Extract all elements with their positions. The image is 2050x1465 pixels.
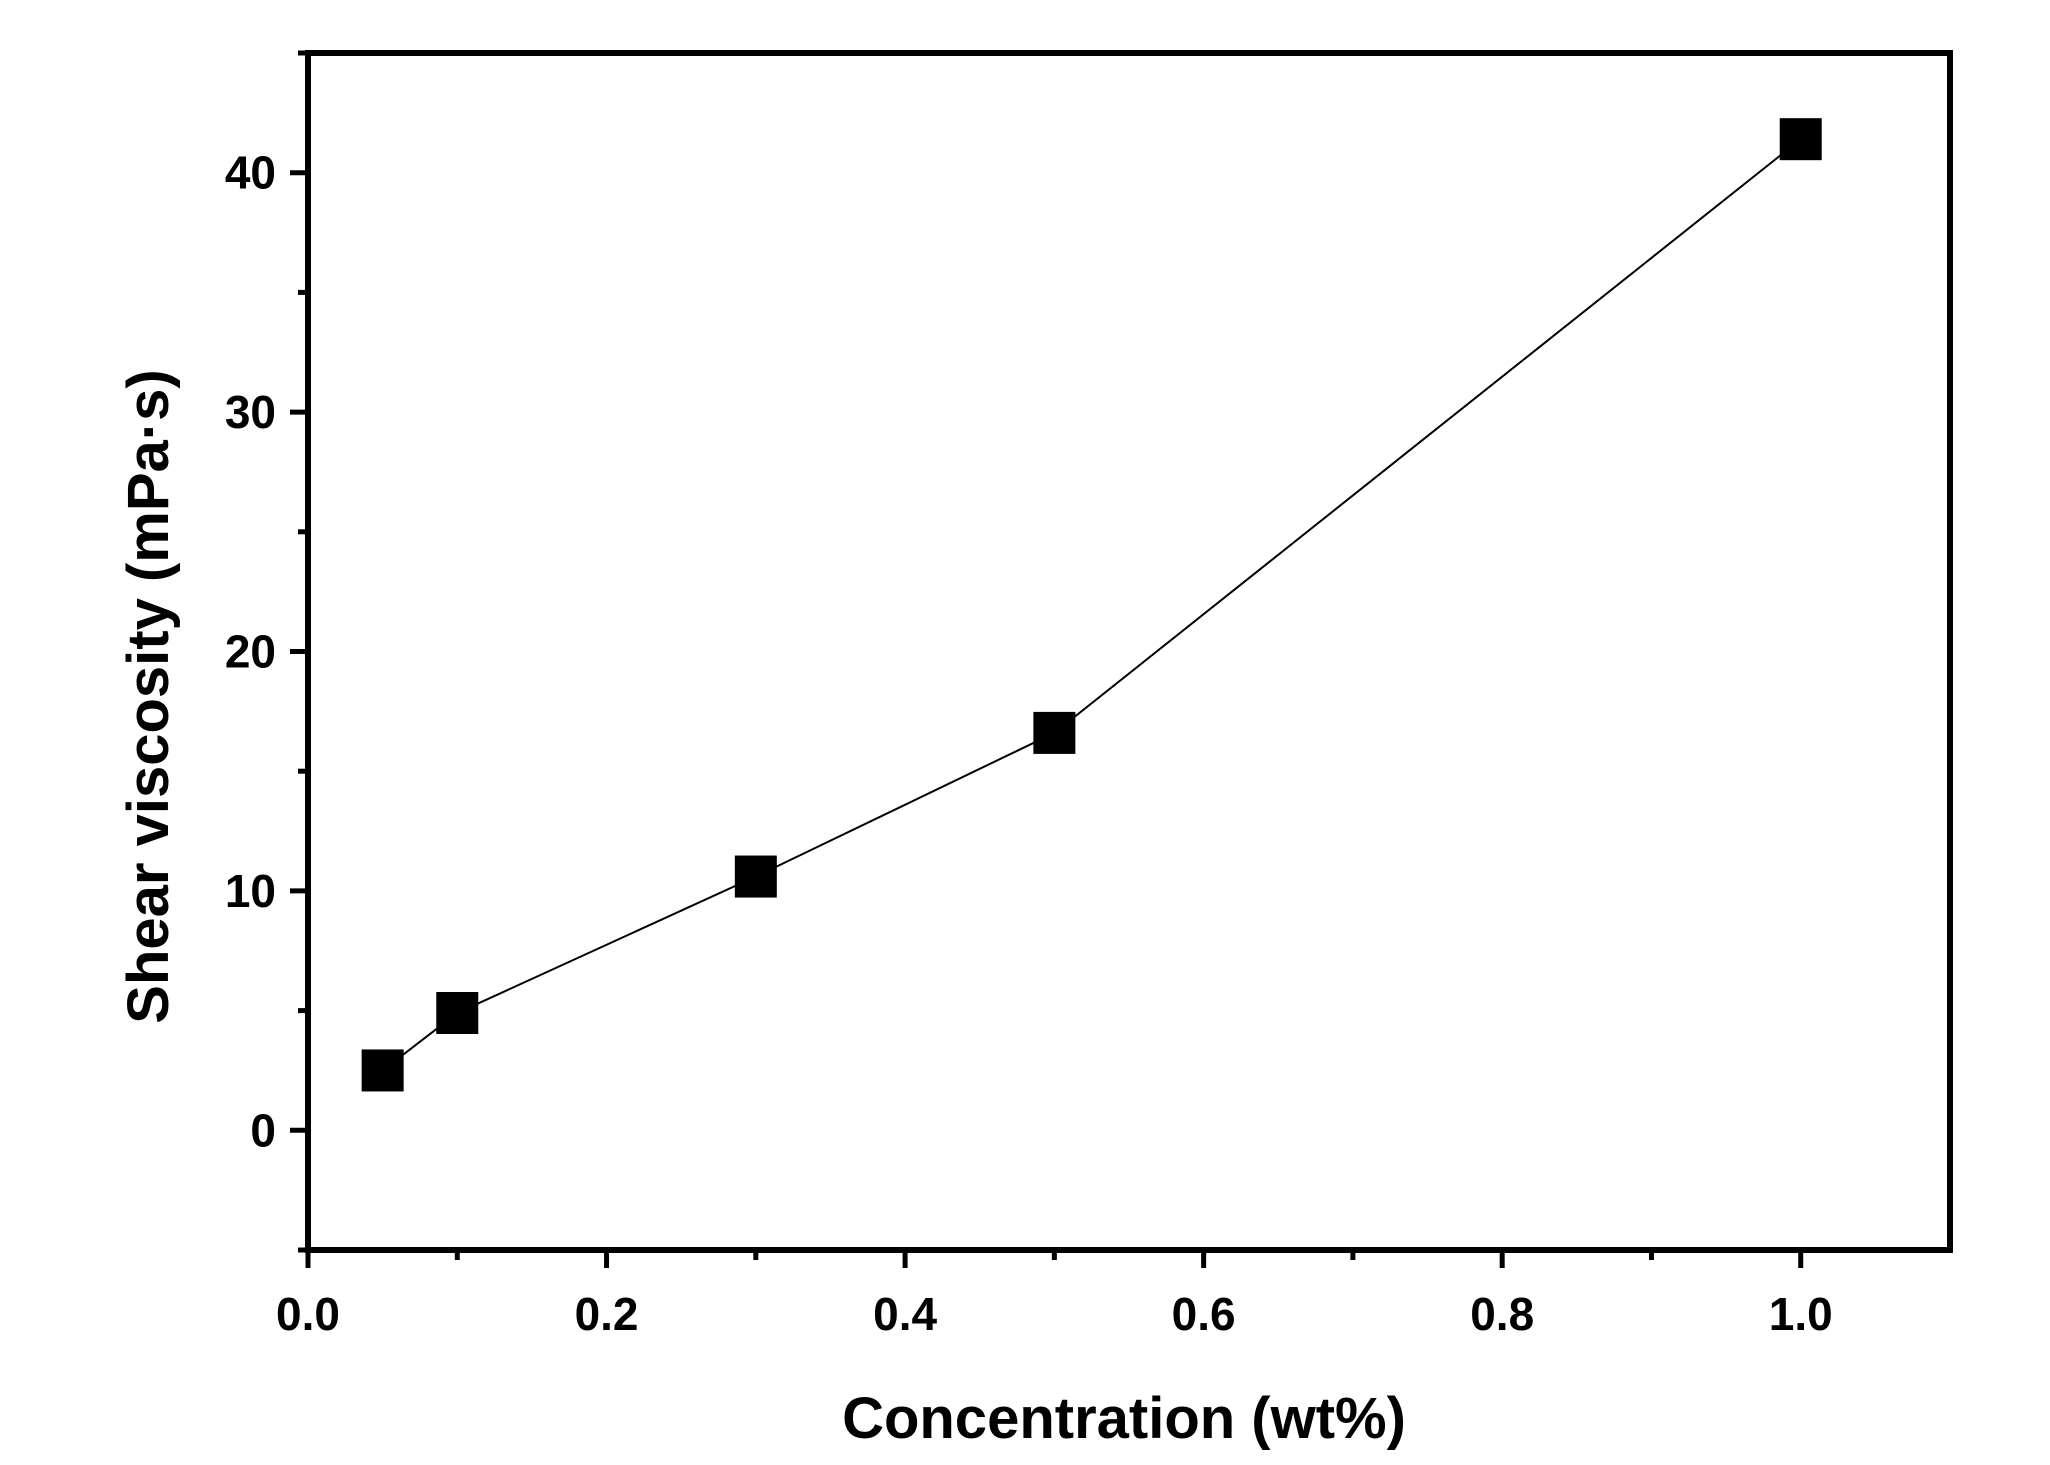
minor-ticks xyxy=(298,50,1654,1260)
plot-frame xyxy=(305,50,1953,1253)
data-point xyxy=(1033,711,1076,754)
data-point xyxy=(436,991,479,1034)
data-markers xyxy=(361,118,1822,1092)
y-tick-label: 20 xyxy=(225,626,276,678)
x-tick-label: 0.2 xyxy=(575,1288,639,1340)
x-axis-title: Concentration (wt%) xyxy=(842,1386,1406,1451)
x-tick-label: 0.0 xyxy=(276,1288,340,1340)
data-point xyxy=(734,855,777,898)
x-tick-label: 1.0 xyxy=(1769,1288,1833,1340)
y-tick-label: 30 xyxy=(225,386,276,438)
y-tick-label: 40 xyxy=(225,147,276,199)
y-tick-label: 0 xyxy=(250,1104,276,1156)
y-axis-title: Shear viscosity (mPa·s) xyxy=(116,369,181,1023)
data-point xyxy=(361,1049,404,1092)
tick-labels: 0.0 0.2 0.4 0.6 0.8 1.0 0 10 20 30 40 xyxy=(225,147,1833,1340)
y-tick-label: 10 xyxy=(225,865,276,917)
x-tick-label: 0.6 xyxy=(1172,1288,1236,1340)
series-line xyxy=(382,138,1802,1072)
x-tick-label: 0.8 xyxy=(1470,1288,1534,1340)
x-tick-label: 0.4 xyxy=(873,1288,937,1340)
data-point xyxy=(1779,118,1822,161)
